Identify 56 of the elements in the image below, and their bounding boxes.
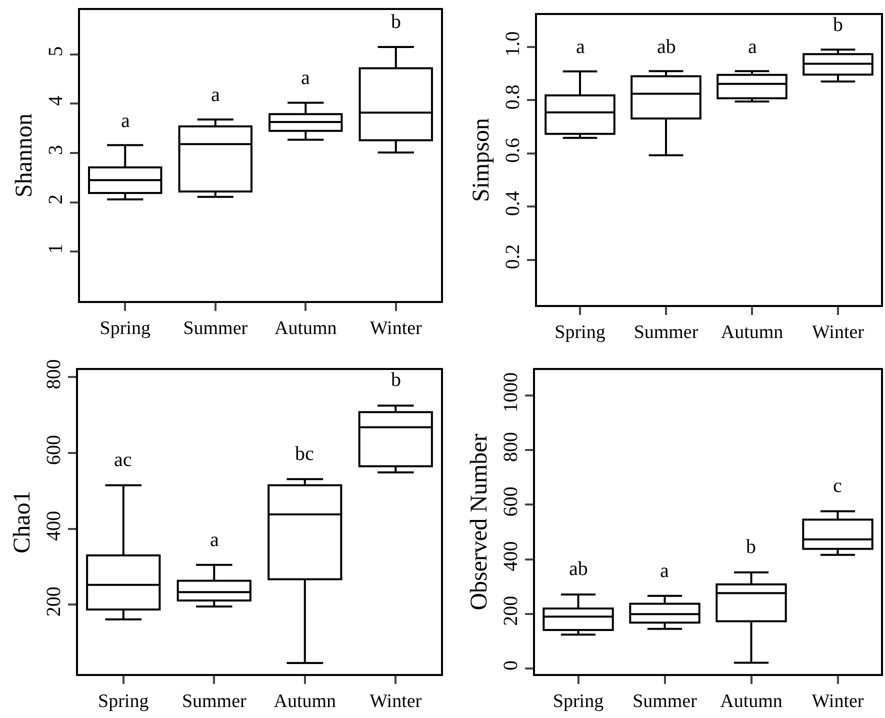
x-tick-label: Autumn [274, 690, 337, 712]
y-tick-label: 2 [45, 194, 67, 204]
y-axis-title: Observed Number [466, 434, 493, 610]
y-tick-label: 0.4 [502, 191, 524, 216]
x-tick-label: Summer [634, 322, 699, 343]
y-tick-label: 4 [45, 96, 67, 106]
y-tick-label: 800 [43, 359, 65, 390]
y-axis-title: Simpson [468, 118, 495, 202]
x-tick-label: Summer [183, 318, 248, 339]
y-tick-label: 0.2 [502, 244, 524, 270]
annotation: a [660, 560, 669, 582]
annotation: ac [114, 449, 132, 471]
x-tick-label: Spring [554, 322, 606, 343]
y-tick-label: 200 [43, 586, 65, 617]
y-axis-title: Chao1 [10, 490, 36, 554]
annotation: b [391, 11, 401, 33]
y-tick-label: 400 [500, 541, 522, 572]
x-tick-label: Summer [632, 690, 698, 712]
x-tick-label: Spring [100, 318, 151, 339]
annotation: a [211, 84, 220, 106]
annotation: a [576, 36, 585, 58]
y-tick-label: 0 [500, 660, 522, 671]
y-tick-label: 800 [500, 432, 522, 462]
y-tick-label: 200 [500, 596, 522, 626]
y-axis-title: Shannon [12, 114, 38, 198]
x-tick-label: Autumn [274, 318, 338, 339]
x-tick-label: Winter [370, 690, 422, 712]
annotation: a [301, 67, 310, 89]
annotation: bc [295, 443, 314, 465]
annotation: b [833, 14, 843, 36]
x-tick-label: Winter [370, 318, 423, 339]
annotation: ab [569, 558, 588, 580]
x-tick-label: Spring [552, 690, 604, 712]
annotation: ab [657, 36, 676, 58]
y-tick-label: 0.8 [502, 84, 524, 110]
y-tick-label: 1.0 [502, 31, 524, 56]
x-tick-label: Winter [812, 690, 864, 712]
annotation: a [210, 529, 219, 551]
y-tick-label: 3 [45, 145, 67, 156]
y-tick-label: 400 [43, 510, 65, 541]
y-tick-label: 600 [43, 435, 65, 466]
x-tick-label: Summer [182, 690, 247, 712]
y-tick-label: 1 [45, 244, 67, 254]
annotation: a [748, 36, 757, 58]
annotation: b [391, 369, 401, 391]
y-tick-label: 0.6 [502, 138, 524, 163]
x-tick-label: Spring [98, 690, 150, 712]
y-tick-label: 1000 [500, 372, 522, 412]
annotation: b [746, 536, 756, 558]
x-tick-label: Winter [812, 322, 865, 343]
y-tick-label: 600 [500, 486, 522, 517]
y-tick-label: 5 [45, 46, 67, 56]
annotation: a [121, 110, 130, 132]
x-tick-label: Autumn [720, 322, 784, 343]
x-tick-label: Autumn [720, 690, 783, 712]
annotation: c [833, 475, 842, 497]
